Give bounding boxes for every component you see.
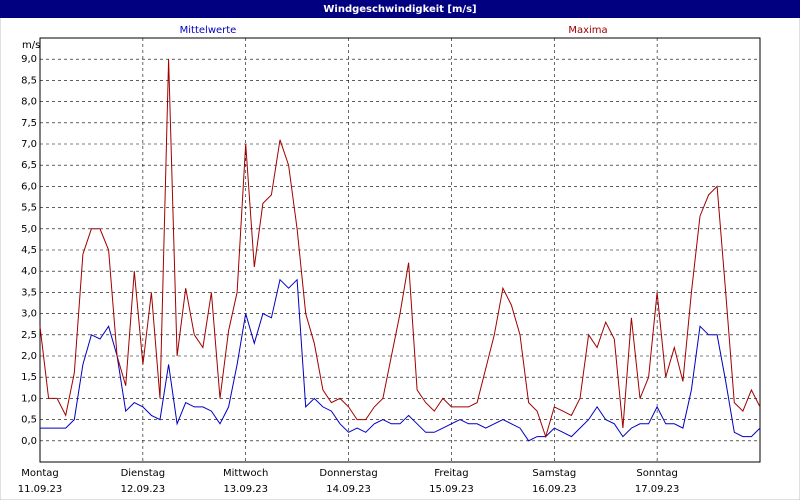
legend-label: Mittelwerte [180, 25, 237, 36]
x-tick-label: Montag [21, 468, 58, 479]
x-tick-date: 15.09.23 [429, 484, 474, 495]
y-tick-label: 8,0 [21, 97, 37, 108]
y-tick-label: 5,0 [21, 224, 37, 235]
y-tick-label: 7,5 [21, 118, 37, 129]
legend-label: Maxima [568, 25, 607, 36]
y-tick-label: 7,0 [21, 139, 37, 150]
y-tick-label: 3,0 [21, 309, 37, 320]
y-tick-label: 2,0 [21, 351, 37, 362]
y-tick-label: 3,5 [21, 287, 37, 298]
y-tick-label: 0,0 [21, 436, 37, 447]
y-tick-label: 5,5 [21, 203, 37, 214]
x-tick-label: Mittwoch [223, 468, 268, 479]
y-tick-label: 2,5 [21, 330, 37, 341]
y-tick-label: 4,5 [21, 245, 37, 256]
y-tick-label: 9,0 [21, 54, 37, 65]
chart-title: Windgeschwindigkeit [m/s] [323, 4, 476, 15]
x-tick-date: 11.09.23 [18, 484, 63, 495]
series-line [39, 59, 761, 439]
y-tick-label: 1,0 [21, 393, 37, 404]
x-tick-label: Donnerstag [319, 468, 377, 479]
y-unit: m/s [22, 40, 40, 51]
series-line [40, 278, 761, 442]
x-tick-date: 16.09.23 [532, 484, 577, 495]
title-bar [0, 0, 800, 18]
x-tick-label: Samstag [532, 468, 576, 479]
x-tick-date: 14.09.23 [326, 484, 371, 495]
y-tick-label: 8,5 [21, 75, 37, 86]
x-tick-date: 17.09.23 [635, 484, 680, 495]
y-tick-label: 6,5 [21, 160, 37, 171]
x-tick-label: Sonntag [636, 468, 678, 479]
x-tick-label: Dienstag [121, 468, 166, 479]
y-tick-label: 6,0 [21, 181, 37, 192]
x-tick-label: Freitag [434, 468, 468, 479]
x-tick-date: 12.09.23 [121, 484, 166, 495]
y-tick-label: 1,5 [21, 372, 37, 383]
y-tick-label: 0,5 [21, 415, 37, 426]
y-tick-label: 4,0 [21, 266, 37, 277]
x-tick-date: 13.09.23 [223, 484, 268, 495]
